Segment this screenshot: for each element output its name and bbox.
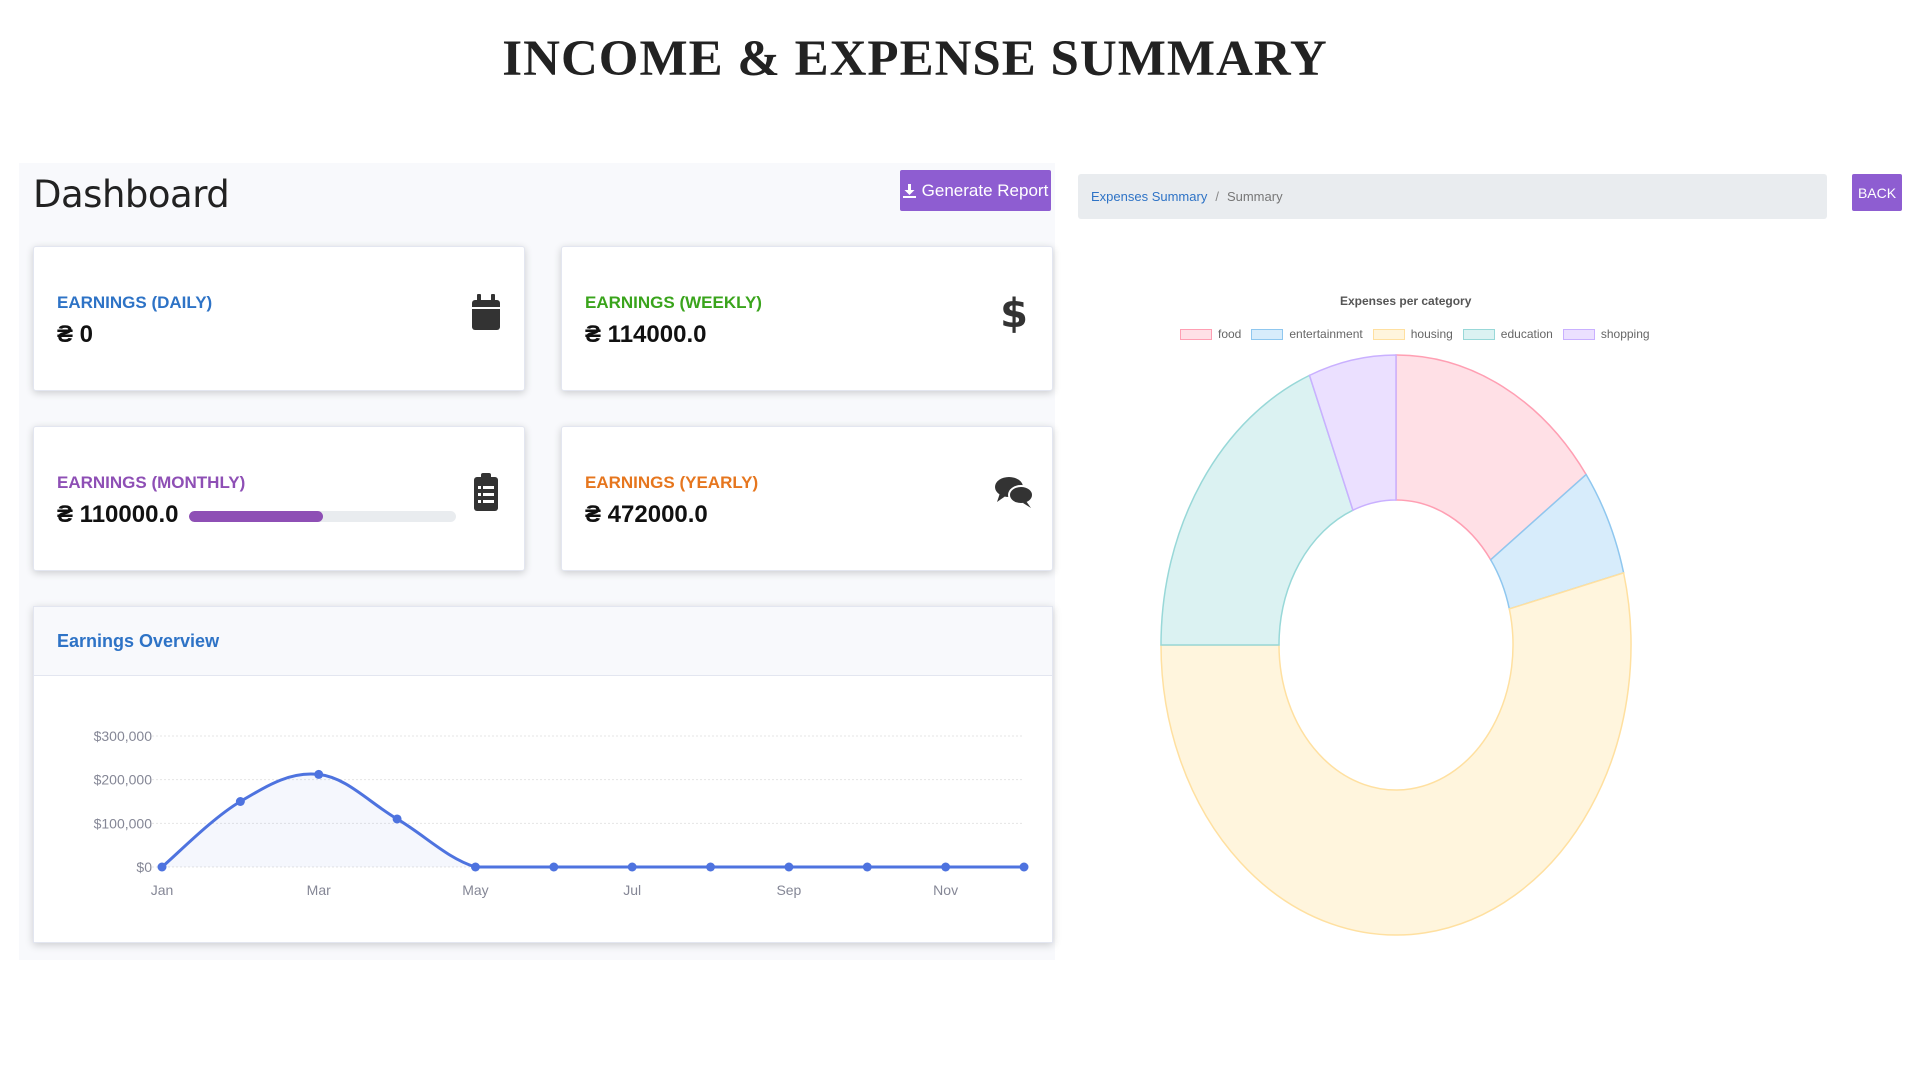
earnings-data-point[interactable]	[157, 862, 167, 872]
x-tick-label: Jul	[623, 882, 641, 898]
earnings-area-fill	[162, 773, 1024, 867]
earnings-overview-header: Earnings Overview	[34, 607, 1052, 676]
legend-swatch	[1562, 328, 1595, 340]
x-tick-label: May	[462, 882, 488, 898]
earnings-data-point[interactable]	[784, 862, 794, 872]
y-tick-label: $0	[136, 859, 152, 875]
dashboard-panel: Dashboard Generate Report EARNINGS (DAIL…	[19, 163, 1055, 960]
legend-item-food[interactable]: food	[1180, 327, 1241, 341]
breadcrumb-separator: /	[1215, 189, 1219, 204]
doughnut-slice-shopping[interactable]	[1308, 354, 1397, 512]
generate-report-button[interactable]: Generate Report	[900, 170, 1051, 211]
x-tick-label: Mar	[307, 882, 331, 898]
legend-label: entertainment	[1289, 327, 1363, 341]
calendar-icon	[472, 294, 500, 330]
earnings-data-point[interactable]	[1019, 862, 1029, 872]
earnings-line-chart: $0 $100,000 $200,000 $300,000 Jan Mar May Jul Se…	[94, 728, 1029, 898]
expenses-doughnut-chart	[1160, 354, 1632, 936]
legend-item-housing[interactable]: housing	[1372, 327, 1453, 341]
earnings-monthly-label: EARNINGS (MONTHLY)	[57, 473, 246, 492]
monthly-progress-bar	[189, 511, 456, 522]
page-title: INCOME & EXPENSE SUMMARY	[502, 31, 1328, 87]
legend-label: housing	[1410, 327, 1453, 341]
doughnut-slice-food[interactable]	[1395, 354, 1588, 561]
earnings-data-point[interactable]	[627, 862, 637, 872]
y-tick-label: $300,000	[94, 728, 153, 744]
earnings-overview-card: Earnings Overview $0 $100,000 $200,000 $300…	[33, 606, 1053, 943]
svg-text:$: $	[1000, 291, 1028, 333]
legend-label: shopping	[1600, 327, 1650, 341]
breadcrumb-current: Summary	[1226, 189, 1283, 204]
x-tick-label: Nov	[933, 882, 958, 898]
earnings-daily-card: EARNINGS (DAILY) ₴ 0	[33, 246, 525, 391]
earnings-data-point[interactable]	[314, 769, 324, 779]
earnings-data-point[interactable]	[392, 814, 402, 824]
doughnut-slice-education[interactable]	[1160, 374, 1354, 646]
earnings-overview-title: Earnings Overview	[57, 631, 220, 651]
legend-swatch	[1251, 328, 1284, 340]
legend-swatch	[1372, 328, 1405, 340]
comments-icon	[995, 477, 1034, 508]
earnings-data-point[interactable]	[862, 862, 872, 872]
download-icon	[902, 183, 916, 198]
legend-item-shopping[interactable]: shopping	[1562, 327, 1650, 341]
earnings-daily-label: EARNINGS (DAILY)	[57, 293, 213, 312]
legend-label: food	[1218, 327, 1242, 341]
earnings-daily-value: ₴ 0	[57, 321, 94, 348]
earnings-data-point[interactable]	[549, 862, 559, 872]
generate-report-label: Generate Report	[921, 180, 1049, 200]
earnings-weekly-card: EARNINGS (WEEKLY) ₴ 114000.0 $	[561, 246, 1053, 391]
legend-item-education[interactable]: education	[1462, 327, 1553, 341]
earnings-monthly-value: ₴ 110000.0	[57, 501, 179, 528]
earnings-monthly-card: EARNINGS (MONTHLY) ₴ 110000.0	[33, 426, 525, 571]
pie-chart-title: Expenses per category	[1340, 294, 1472, 308]
earnings-yearly-label: EARNINGS (YEARLY)	[585, 473, 759, 492]
earnings-yearly-card: EARNINGS (YEARLY) ₴ 472000.0	[561, 426, 1053, 571]
legend-swatch	[1180, 328, 1212, 340]
x-tick-label: Jan	[151, 882, 174, 898]
back-button[interactable]: BACK	[1852, 174, 1902, 211]
monthly-progress-fill	[189, 511, 323, 522]
earnings-data-point[interactable]	[470, 862, 480, 872]
legend-swatch	[1462, 328, 1495, 340]
legend-item-entertainment[interactable]: entertainment	[1251, 327, 1363, 341]
pie-chart-legend: food entertainment housing education shoppin…	[1180, 327, 1650, 341]
breadcrumb: Expenses Summary / Summary	[1078, 174, 1827, 219]
earnings-weekly-label: EARNINGS (WEEKLY)	[585, 293, 762, 312]
dollar-icon: $	[1000, 291, 1028, 333]
earnings-data-point[interactable]	[235, 797, 245, 806]
breadcrumb-link-expenses-summary[interactable]: Expenses Summary	[1091, 189, 1208, 204]
legend-label: education	[1500, 327, 1553, 341]
earnings-data-point[interactable]	[941, 862, 951, 872]
x-tick-label: Sep	[776, 882, 801, 898]
clipboard-list-icon	[474, 473, 498, 511]
doughnut-slice-housing[interactable]	[1160, 571, 1632, 936]
earnings-weekly-value: ₴ 114000.0	[585, 321, 707, 348]
y-tick-label: $100,000	[94, 815, 153, 831]
y-tick-label: $200,000	[94, 772, 153, 788]
earnings-yearly-value: ₴ 472000.0	[585, 501, 708, 528]
earnings-data-point[interactable]	[706, 862, 716, 872]
dashboard-title: Dashboard	[33, 173, 230, 216]
